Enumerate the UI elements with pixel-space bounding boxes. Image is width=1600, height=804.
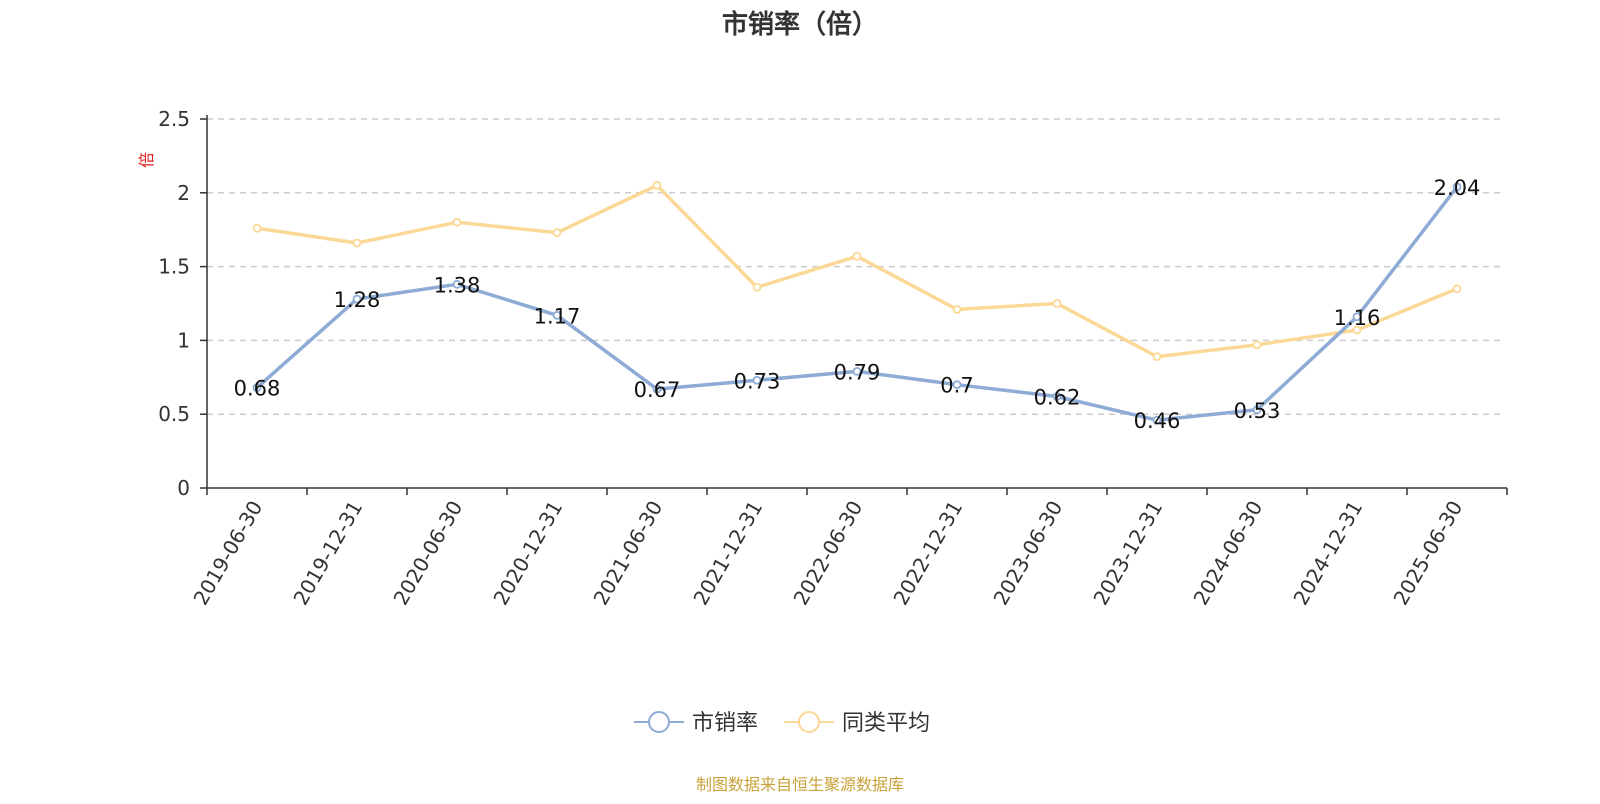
data-label: 0.53 xyxy=(1234,399,1281,423)
data-point xyxy=(1452,182,1462,192)
y-tick-label: 0 xyxy=(177,476,190,500)
legend-item-peer-average[interactable]: 同类平均 xyxy=(784,711,930,736)
x-tick-label: 2025-06-30 xyxy=(1388,497,1467,610)
x-tick-label: 2024-06-30 xyxy=(1188,497,1267,610)
y-axis-unit-label: 倍 xyxy=(137,152,156,168)
data-labels: 0.68 1.28 1.38 1.17 0.67 0.73 0.79 0.7 0.62 0.46 0… xyxy=(234,176,1481,433)
x-tick-label: 2021-06-30 xyxy=(588,497,667,610)
series-line xyxy=(255,185,1459,422)
x-tick-label: 2019-06-30 xyxy=(188,497,267,610)
data-point xyxy=(1152,352,1162,362)
x-tick-label: 2021-12-31 xyxy=(688,497,767,610)
x-tick-label: 2024-12-31 xyxy=(1288,497,1367,610)
data-label: 2.04 xyxy=(1434,176,1481,200)
x-tick-label: 2022-12-31 xyxy=(888,497,967,610)
data-label: 0.73 xyxy=(734,369,781,393)
data-point xyxy=(652,384,662,394)
data-point xyxy=(752,282,762,292)
data-point xyxy=(1152,415,1162,425)
data-label: 0.79 xyxy=(834,360,881,384)
y-tick-label: 2.5 xyxy=(158,107,190,131)
legend[interactable]: 市销率 同类平均 xyxy=(634,711,930,736)
data-label: 0.46 xyxy=(1134,409,1181,433)
x-tick-label: 2022-06-30 xyxy=(788,497,867,610)
x-tick-label: 2019-12-31 xyxy=(288,497,367,610)
data-label: 1.38 xyxy=(434,273,481,297)
y-tick-label: 2 xyxy=(177,181,190,205)
series-line xyxy=(256,183,1458,359)
data-point xyxy=(452,279,462,289)
data-point xyxy=(752,375,762,385)
data-point xyxy=(552,228,562,238)
series-peer-average xyxy=(252,181,1462,362)
data-point xyxy=(252,223,262,233)
data-point xyxy=(1252,340,1262,350)
data-point xyxy=(1452,284,1462,294)
data-label: 0.67 xyxy=(634,378,681,402)
data-point xyxy=(852,366,862,376)
data-point xyxy=(1052,299,1062,308)
data-label: 1.16 xyxy=(1334,306,1381,330)
x-tick-label: 2023-06-30 xyxy=(988,497,1067,610)
data-point xyxy=(352,238,362,248)
data-point xyxy=(352,294,362,304)
series-ps-ratio xyxy=(252,182,1462,425)
axes: 0 0.5 1 1.5 2 2.5 2019-06-30 2019-12-31 2020-06-… xyxy=(158,107,1508,610)
data-point xyxy=(952,305,962,314)
data-point xyxy=(1052,392,1062,401)
y-tick-label: 1.5 xyxy=(158,255,190,279)
data-point xyxy=(1252,405,1262,415)
data-label: 0.68 xyxy=(234,377,281,401)
data-point xyxy=(852,251,862,261)
data-point xyxy=(252,383,262,393)
legend-item-ps-ratio[interactable]: 市销率 xyxy=(634,711,758,736)
x-tick-label: 2020-06-30 xyxy=(388,497,467,610)
data-label: 0.7 xyxy=(940,374,973,398)
y-tick-label: 0.5 xyxy=(158,402,190,426)
x-tick-label: 2020-12-31 xyxy=(488,497,567,610)
legend-marker-icon xyxy=(798,711,820,733)
legend-marker-icon xyxy=(648,711,670,733)
data-source-footer: 制图数据来自恒生聚源数据库 xyxy=(696,775,904,794)
data-point xyxy=(552,310,562,320)
chart-title: 市销率（倍） xyxy=(722,9,878,40)
data-label: 1.17 xyxy=(534,304,581,328)
data-point xyxy=(652,181,662,190)
data-label: 0.62 xyxy=(1034,385,1081,409)
legend-label: 市销率 xyxy=(692,711,758,736)
data-point xyxy=(952,380,962,390)
series-layer xyxy=(252,181,1462,425)
data-point xyxy=(452,217,462,227)
legend-label: 同类平均 xyxy=(842,711,930,736)
data-point xyxy=(1352,312,1362,322)
x-tick-label: 2023-12-31 xyxy=(1088,497,1167,610)
y-tick-label: 1 xyxy=(177,328,190,352)
data-point xyxy=(1352,325,1362,335)
data-label: 1.28 xyxy=(334,288,381,312)
